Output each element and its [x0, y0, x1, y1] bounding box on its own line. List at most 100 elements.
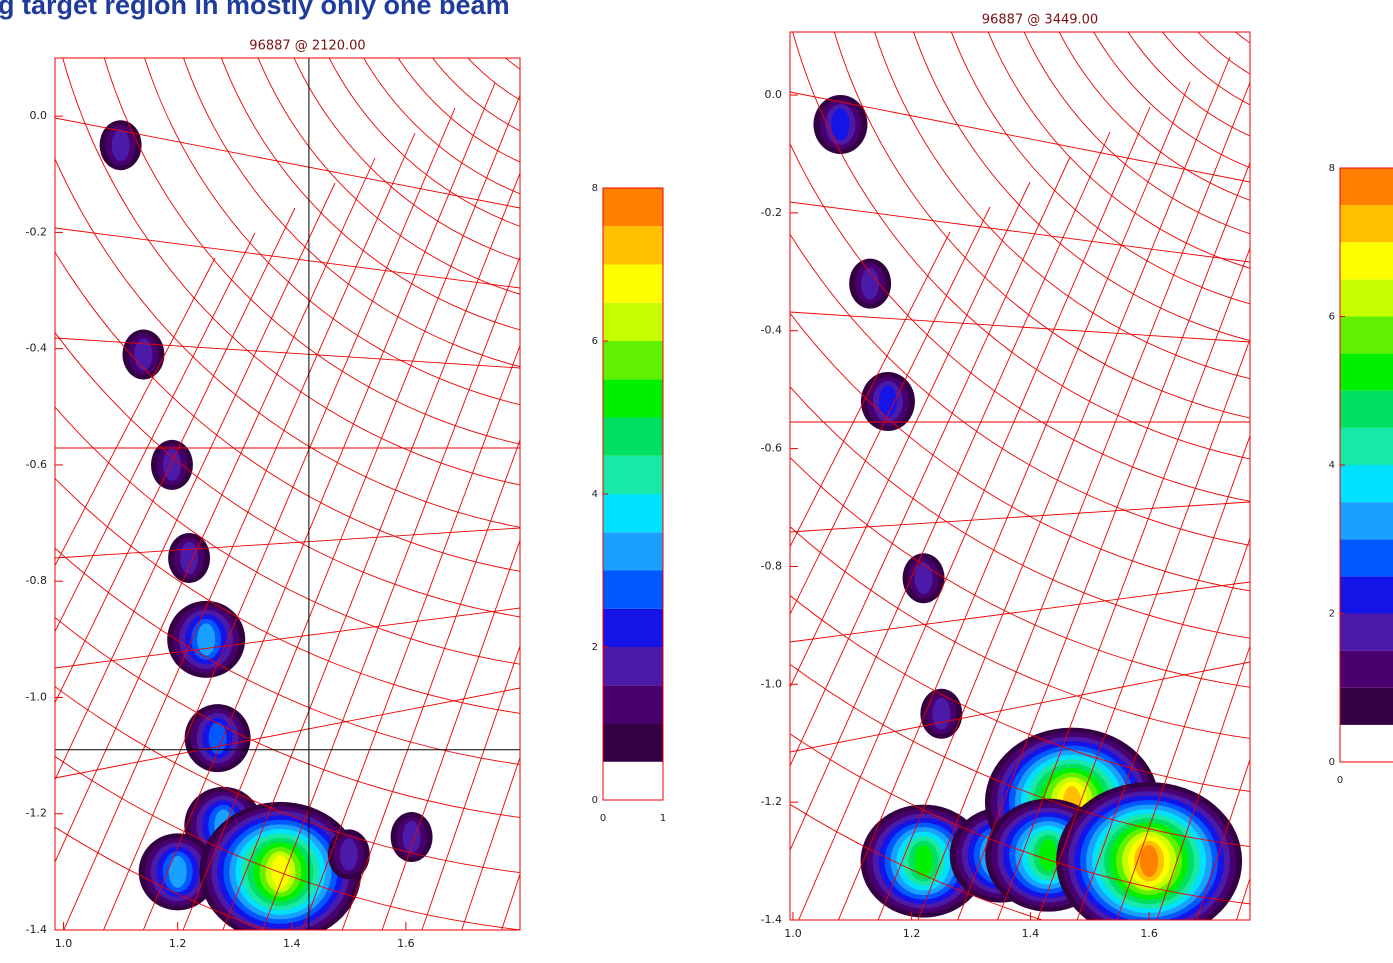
x-tick-label: 1.2 [903, 927, 921, 940]
field-curve [956, 0, 1393, 286]
colorbar-bin [603, 532, 663, 570]
colorbar-bin [1340, 354, 1393, 391]
colorbar-tick-label: 8 [592, 183, 598, 194]
field-curve [1108, 0, 1393, 134]
y-tick-label: 0.0 [765, 88, 783, 101]
colorbar-bin [603, 609, 663, 647]
colorbar-bin [603, 303, 663, 341]
x-tick-label: 1.6 [1140, 927, 1158, 940]
field-curve [686, 0, 1393, 556]
field-curve [729, 0, 1393, 513]
colorbar-tick-label: 0 [1329, 757, 1335, 768]
y-tick-label: -0.6 [761, 442, 782, 455]
field-curve [0, 0, 1393, 825]
colorbar-bin [1340, 539, 1393, 576]
field-curve [350, 0, 930, 188]
colorbar-bin [1340, 614, 1393, 651]
field-curve [546, 0, 1393, 696]
y-tick-label: 0.0 [30, 109, 48, 122]
colorbar-bin [603, 226, 663, 264]
contour-level [340, 838, 358, 870]
colorbar-bin [1340, 725, 1393, 762]
colorbar-bin [603, 494, 663, 532]
colorbar-bin [1340, 317, 1393, 354]
contour-level [915, 562, 933, 594]
field-line [790, 662, 1250, 752]
colorbar-tick-label: 6 [1329, 312, 1335, 323]
colorbar-tick-label: 6 [592, 336, 598, 347]
colorbar-tick-label: 4 [1329, 460, 1335, 471]
field-line [790, 582, 1250, 642]
x-tick-label: 1.0 [55, 937, 73, 950]
y-tick-label: -1.0 [761, 677, 782, 690]
colorbar-bin [1340, 168, 1393, 205]
colorbar-x-tick-label: 0 [1337, 775, 1343, 786]
y-tick-label: -0.6 [26, 458, 47, 471]
colorbar-bin [1340, 279, 1393, 316]
contour-level [197, 623, 215, 655]
colorbar-bin [1340, 576, 1393, 613]
field-line [55, 608, 520, 668]
colorbar-bin [603, 265, 663, 303]
y-tick-label: -0.4 [26, 342, 47, 355]
contour-level [112, 129, 130, 161]
field-line [495, 0, 855, 950]
y-tick-label: -0.8 [26, 574, 47, 587]
colorbar-bin [603, 762, 663, 800]
contour-level [1039, 839, 1057, 871]
colorbar-bin [1340, 688, 1393, 725]
plot-title: 96887 @ 3449.00 [982, 13, 1098, 28]
heading: g target region in mostly only one beam [0, 0, 510, 20]
contour-level [831, 109, 849, 141]
y-tick-label: -1.2 [26, 807, 47, 820]
x-tick-label: 1.6 [397, 937, 415, 950]
y-tick-label: -0.4 [761, 324, 782, 337]
colorbar-bin [1340, 465, 1393, 502]
y-tick-label: -1.4 [761, 913, 782, 926]
colorbar-bin [1340, 242, 1393, 279]
contour-level [180, 542, 198, 574]
field-line [55, 528, 520, 558]
field-curve [0, 0, 1369, 627]
field-curve [641, 0, 1393, 601]
colorbar-bin [603, 456, 663, 494]
y-tick-label: -1.2 [761, 795, 782, 808]
colorbar-tick-label: 4 [592, 489, 598, 500]
y-tick-label: -0.2 [761, 206, 782, 219]
colorbar-bin [603, 571, 663, 609]
contour-level [932, 698, 950, 730]
x-tick-label: 1.4 [1022, 927, 1040, 940]
x-tick-label: 1.4 [283, 937, 301, 950]
contour-level [403, 821, 421, 853]
field-curve [456, 0, 824, 82]
field-curve [1051, 0, 1393, 191]
colorbar-bin [603, 685, 663, 723]
y-tick-label: -0.2 [26, 225, 47, 238]
contour-level [163, 449, 181, 481]
field-curve [1080, 0, 1393, 162]
axes-frame [55, 58, 520, 930]
field-line [375, 0, 735, 950]
field-curve [886, 0, 1393, 356]
colorbar-bin [1340, 651, 1393, 688]
colorbar-bin [603, 341, 663, 379]
contour-level [1140, 845, 1158, 877]
colorbar-tick-label: 2 [592, 642, 598, 653]
y-tick-label: -0.8 [761, 559, 782, 572]
colorbar-x-tick-label: 0 [600, 813, 606, 824]
y-tick-label: -1.4 [26, 923, 47, 936]
field-line [175, 58, 535, 950]
y-tick-label: -1.0 [26, 690, 47, 703]
contour-level [169, 856, 187, 888]
field-line [295, 0, 655, 950]
field-curve [1135, 0, 1393, 107]
colorbar-x-tick-label: 1 [660, 813, 666, 824]
field-curve [989, 0, 1393, 253]
field-curve [1210, 0, 1393, 32]
field-curve [1020, 0, 1393, 222]
colorbar-bin [1340, 428, 1393, 465]
colorbar-bin [603, 647, 663, 685]
colorbar-bin [603, 379, 663, 417]
plot-title: 96887 @ 2120.00 [249, 39, 365, 54]
field-line [215, 33, 575, 950]
